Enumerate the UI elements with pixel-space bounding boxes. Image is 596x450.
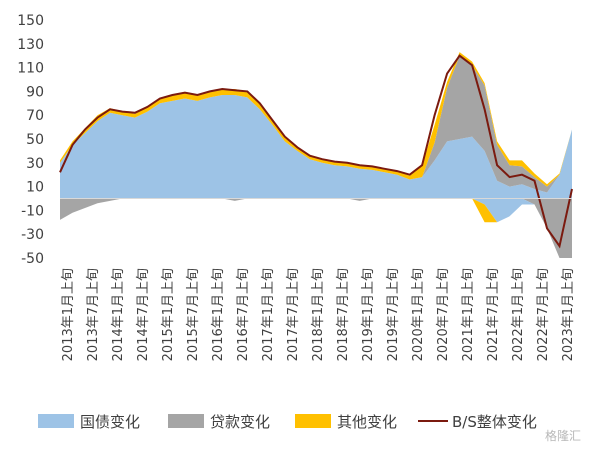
x-tick-label: 2015年7月上旬 (186, 268, 201, 361)
area-pos (60, 52, 572, 187)
legend-label: B/S整体变化 (452, 413, 537, 431)
x-tick-label: 2021年1月上旬 (461, 268, 476, 361)
area-negneg (60, 198, 572, 258)
x-tick-label: 2019年1月上旬 (361, 268, 376, 361)
x-tick-label: 2015年1月上旬 (161, 268, 176, 361)
y-tick-label: 10 (26, 180, 44, 196)
y-tick-label: 90 (26, 84, 44, 100)
y-tick-label: -50 (21, 251, 44, 267)
x-tick-label: 2022年7月上旬 (536, 268, 551, 361)
y-tick-label: -30 (21, 227, 44, 243)
y-tick-label: -10 (21, 203, 44, 219)
area-pos (60, 55, 572, 193)
y-tick-label: 130 (17, 37, 44, 53)
x-tick-label: 2013年1月上旬 (61, 268, 76, 361)
y-tick-label: 70 (26, 108, 44, 124)
y-tick-label: 30 (26, 156, 44, 172)
watermark: 格隆汇 (545, 428, 581, 443)
legend: 国债变化 贷款变化 其他变化 B/S整体变化 (38, 413, 537, 431)
x-tick-label: 2018年7月上旬 (336, 268, 351, 361)
x-tick-label: 2020年7月上旬 (436, 268, 451, 361)
x-tick-label: 2013年7月上旬 (86, 268, 101, 361)
x-tick-label: 2016年7月上旬 (236, 268, 251, 361)
plot-area (59, 52, 573, 258)
legend-swatch (168, 414, 204, 428)
x-tick-label: 2017年1月上旬 (261, 268, 276, 361)
y-axis-ticks: 150 130 110 90 70 50 30 10 -10 -30 -50 (17, 13, 44, 267)
x-tick-label: 2021年7月上旬 (486, 268, 501, 361)
x-tick-label: 2022年1月上旬 (511, 268, 526, 361)
legend-swatch (38, 414, 74, 428)
legend-label: 贷款变化 (210, 413, 270, 431)
x-tick-label: 2016年1月上旬 (211, 268, 226, 361)
legend-swatch (295, 414, 331, 428)
x-tick-label: 2014年1月上旬 (111, 268, 126, 361)
x-axis-ticks: 2013年1月上旬 2013年7月上旬 2014年1月上旬 2014年7月上旬 2015… (61, 268, 576, 361)
x-tick-label: 2017年7月上旬 (286, 268, 301, 361)
x-tick-label: 2014年7月上旬 (136, 268, 151, 361)
y-tick-label: 50 (26, 132, 44, 148)
x-tick-label: 2019年7月上旬 (386, 268, 401, 361)
x-tick-label: 2020年1月上旬 (411, 268, 426, 361)
legend-label: 国债变化 (80, 413, 140, 431)
x-tick-label: 2018年1月上旬 (311, 268, 326, 361)
legend-label: 其他变化 (337, 413, 397, 431)
area-pos (60, 95, 572, 199)
line-bs-total (59, 54, 573, 249)
x-tick-label: 2023年1月上旬 (561, 268, 576, 361)
y-tick-label: 150 (17, 13, 44, 29)
y-tick-label: 110 (17, 61, 44, 77)
